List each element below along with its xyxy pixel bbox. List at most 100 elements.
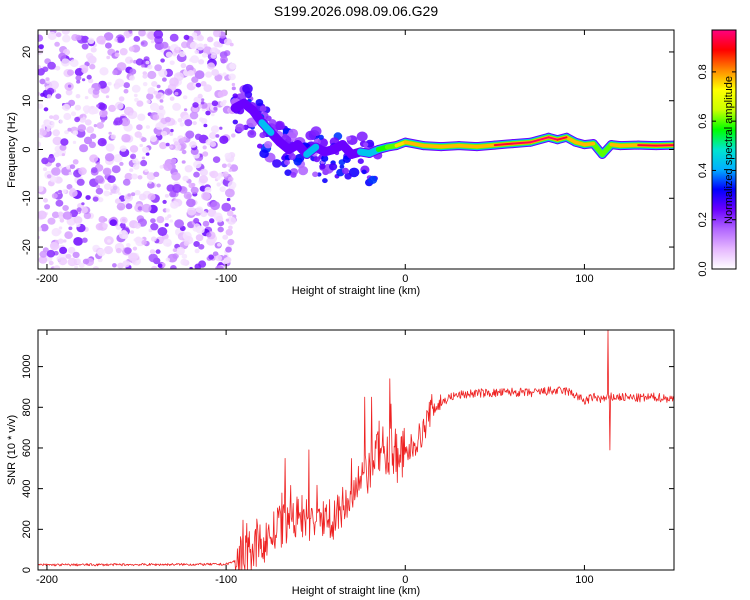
colorbar-label: Normalized spectral amplitude: [723, 76, 735, 224]
noise-blob: [114, 198, 121, 204]
noise-blob: [163, 163, 173, 172]
noise-blob: [225, 188, 235, 198]
noise-blob: [38, 256, 48, 264]
noise-blob: [170, 201, 179, 209]
transition-blob: [357, 158, 364, 164]
noise-blob: [146, 172, 156, 181]
noise-blob: [62, 34, 71, 43]
noise-blob: [75, 34, 82, 41]
noise-blob: [81, 237, 88, 243]
noise-blob: [59, 218, 65, 223]
noise-blob: [136, 100, 144, 107]
noise-blob: [114, 52, 120, 57]
noise-blob: [169, 33, 179, 42]
noise-blob: [203, 84, 212, 92]
noise-blob: [86, 74, 92, 80]
noise-blob: [95, 187, 104, 195]
noise-blob: [46, 127, 51, 132]
transition-blob: [312, 171, 319, 178]
noise-blob: [169, 145, 173, 149]
noise-blob: [137, 206, 143, 211]
noise-blob: [46, 249, 56, 258]
noise-blob: [194, 70, 205, 80]
noise-blob: [119, 216, 128, 224]
noise-blob: [96, 104, 100, 108]
noise-blob: [51, 167, 61, 176]
noise-blob: [135, 58, 144, 66]
noise-blob: [181, 253, 188, 259]
noise-blob: [223, 38, 232, 46]
noise-blob: [61, 30, 70, 35]
noise-blob: [43, 198, 48, 203]
noise-blob: [216, 176, 221, 180]
noise-blob: [70, 111, 77, 117]
snr-x-ticks: -200 -100 0 100: [36, 330, 594, 586]
y-tick-label: 600: [21, 439, 33, 457]
noise-blob: [160, 58, 165, 63]
y-tick-label: 0: [21, 146, 33, 152]
noise-blob: [190, 55, 200, 64]
noise-blob: [46, 94, 52, 99]
noise-blob: [209, 218, 215, 224]
noise-blob: [201, 191, 211, 201]
noise-blob: [48, 260, 54, 266]
transition-blob: [282, 133, 288, 138]
noise-blob: [210, 125, 220, 133]
noise-blob: [140, 40, 148, 47]
x-tick-label: -100: [215, 273, 237, 285]
noise-blob: [94, 175, 104, 184]
noise-blob: [62, 189, 67, 194]
noise-blob: [141, 203, 152, 213]
noise-blob: [64, 231, 73, 240]
noise-blob: [61, 153, 66, 157]
noise-blob: [129, 168, 134, 173]
noise-blob: [206, 232, 212, 238]
y-tick-label: -10: [21, 190, 33, 206]
y-tick-label: 400: [21, 479, 33, 497]
noise-blob: [132, 158, 139, 164]
noise-blob: [49, 80, 59, 90]
noise-blob: [150, 40, 155, 44]
noise-blob: [205, 110, 211, 116]
ridge-segment: [529, 136, 550, 144]
x-tick-label: 0: [402, 273, 408, 285]
noise-blob: [128, 46, 135, 52]
ridge-segment: [303, 143, 320, 158]
noise-blob: [51, 211, 60, 219]
noise-blob: [151, 81, 158, 87]
noise-blob: [84, 119, 92, 126]
noise-blob: [123, 82, 130, 89]
noise-blob: [53, 265, 61, 269]
noise-blob: [125, 203, 133, 210]
noise-blob: [189, 141, 197, 148]
noise-blob: [155, 122, 164, 130]
noise-blob: [97, 138, 107, 147]
noise-blob: [133, 35, 141, 42]
ridge-segment: [547, 136, 559, 141]
noise-blob: [193, 241, 200, 247]
noise-blob: [165, 51, 173, 58]
noise-blob: [169, 132, 174, 136]
transition-blob: [368, 175, 378, 184]
noise-blob: [66, 165, 71, 170]
y-tick-label: 10: [21, 95, 33, 107]
noise-blob: [175, 46, 180, 51]
noise-blob: [88, 141, 96, 149]
noise-blob: [41, 157, 49, 165]
transition-blob: [288, 153, 296, 161]
noise-blob: [95, 223, 104, 231]
colorbar-tick-label: 0.2: [697, 212, 709, 227]
noise-blob: [231, 207, 236, 211]
noise-blob: [38, 185, 44, 193]
noise-blob: [222, 72, 227, 77]
noise-blob: [200, 101, 205, 105]
noise-blob: [104, 183, 112, 191]
noise-blob: [147, 181, 155, 189]
noise-blob: [118, 230, 129, 240]
noise-blob: [150, 102, 160, 111]
noise-blob: [145, 125, 150, 129]
noise-blob: [194, 263, 202, 269]
noise-blob: [67, 84, 72, 88]
noise-blob: [81, 43, 89, 50]
